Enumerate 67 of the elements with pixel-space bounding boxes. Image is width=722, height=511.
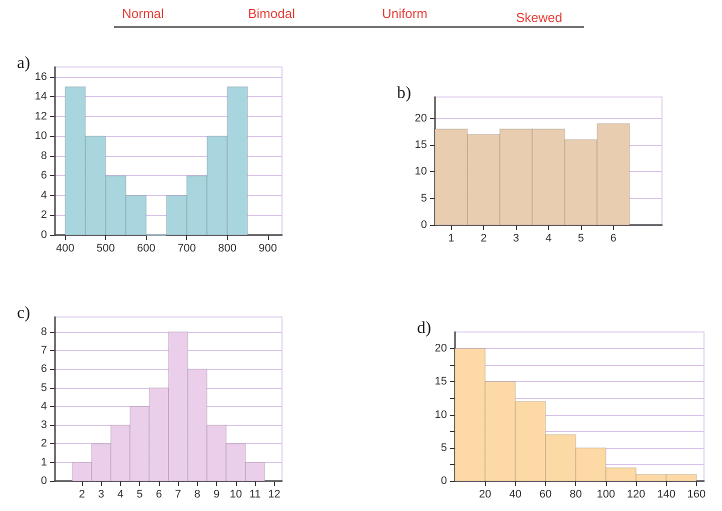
x-tick-label: 700 [178,242,196,254]
x-tick-label: 100 [596,488,616,500]
y-tick-label: 7 [40,344,47,357]
y-tick-label: 8 [40,326,47,338]
x-tick-label: 20 [479,488,492,500]
y-tick-label: 6 [40,170,47,182]
y-tick-label: 16 [34,70,47,83]
x-tick-label: 3 [98,488,104,500]
y-tick-label: 5 [440,442,447,454]
y-tick-label: 4 [40,189,47,202]
y-tick-label: 0 [40,475,47,487]
x-tick-label: 12 [268,488,280,500]
y-tick-label: 4 [40,400,47,412]
y-tick-label: 1 [40,456,47,468]
y-tick-label: 10 [34,130,47,142]
x-tick-label: 80 [570,488,582,500]
x-tick-label: 600 [137,242,156,254]
y-tick-label: 20 [434,342,447,355]
x-tick-label: 900 [258,242,277,254]
y-tick-label: 20 [414,112,427,124]
x-tick-label: 1 [448,232,454,244]
y-tick-label: 15 [434,376,447,388]
x-tick-label: 4 [545,232,552,244]
x-tick-label: 6 [610,232,616,244]
chart-title: b) [397,83,412,102]
y-tick-label: 12 [34,110,47,122]
y-tick-label: 0 [420,219,427,231]
y-tick-label: 15 [414,139,427,151]
y-tick-label: 10 [434,408,447,421]
x-tick-label: 140 [657,488,676,500]
x-tick-label: 800 [218,242,236,254]
y-tick-label: 0 [40,229,47,241]
chart-title: a) [17,53,30,72]
text: Normal [122,6,164,21]
y-tick-label: 5 [420,192,427,204]
y-tick-label: 6 [40,363,47,376]
x-tick-label: 40 [509,488,522,500]
x-tick-label: 3 [513,232,520,244]
x-tick-label: 400 [56,242,74,254]
text: Bimodal [248,6,295,21]
x-tick-label: 9 [214,488,220,500]
x-tick-label: 6 [156,488,162,500]
x-tick-label: 120 [626,488,646,500]
y-tick-label: 0 [440,475,447,487]
y-tick-label: 2 [40,209,47,222]
text: Skewed [516,10,562,25]
x-tick-label: 60 [539,488,552,500]
x-tick-label: 4 [117,488,124,500]
text: Uniform [382,6,428,21]
x-tick-label: 7 [175,488,182,500]
x-tick-label: 8 [194,488,200,500]
x-tick-label: 160 [687,488,706,500]
y-tick-label: 3 [40,419,47,432]
x-tick-label: 500 [96,242,115,254]
x-tick-label: 2 [78,488,85,500]
y-tick-label: 8 [40,150,47,162]
y-tick-label: 10 [414,166,427,178]
x-tick-label: 5 [578,232,584,244]
y-tick-label: 5 [40,382,47,394]
chart-title: d) [417,318,432,337]
x-tick-label: 2 [480,232,487,244]
x-tick-label: 5 [136,488,143,500]
x-tick-label: 11 [249,488,261,500]
x-tick-label: 10 [230,488,242,500]
y-tick-label: 2 [40,438,47,450]
y-tick-label: 14 [34,90,47,103]
chart-title: c) [17,303,30,322]
